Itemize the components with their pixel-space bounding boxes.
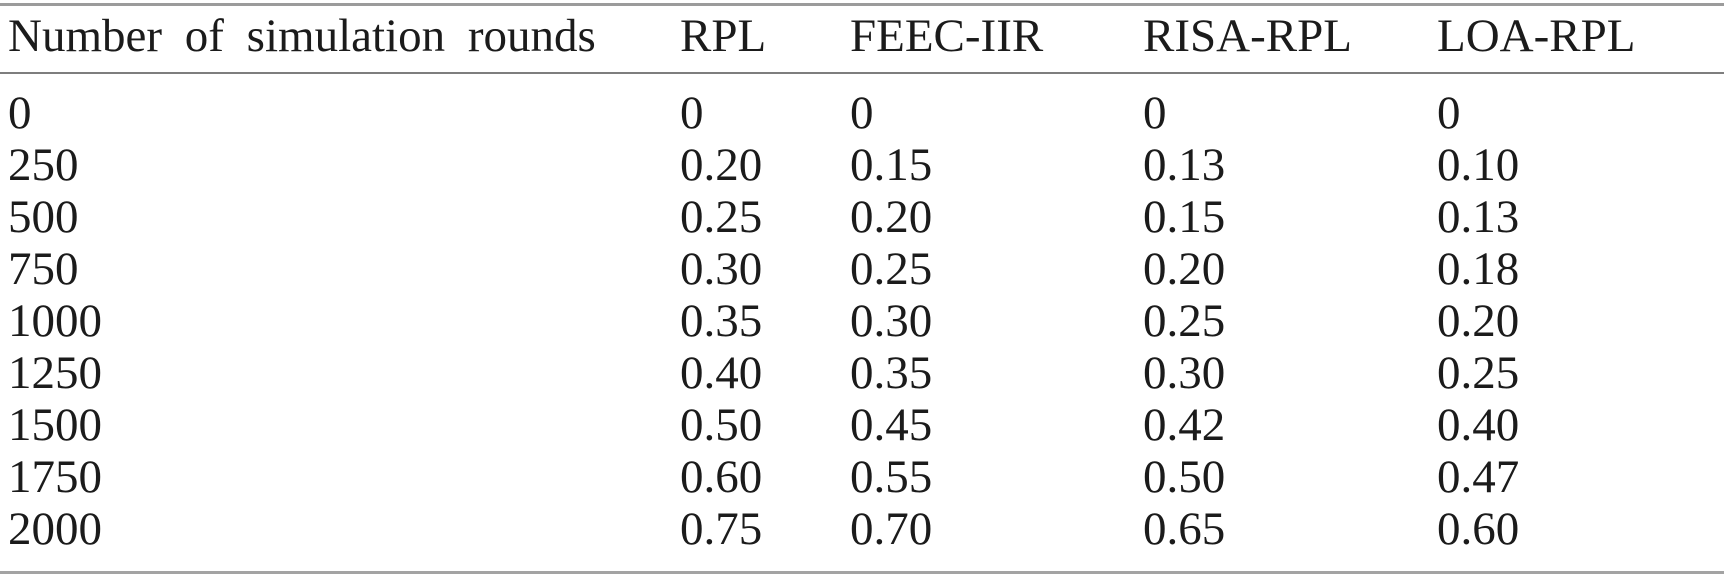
table-row: 1250 0.40 0.35 0.30 0.25 bbox=[0, 347, 1724, 399]
table-row: 1750 0.60 0.55 0.50 0.47 bbox=[0, 451, 1724, 503]
value-cell: 0 bbox=[1143, 86, 1167, 139]
value-cell: 0.30 bbox=[1143, 347, 1226, 399]
row-label-cell: 1250 bbox=[8, 347, 102, 399]
value-cell: 0.35 bbox=[850, 347, 933, 399]
table-row: 0 0 0 0 0 bbox=[0, 73, 1724, 139]
row-label-cell: 0 bbox=[8, 86, 32, 139]
table-row: 500 0.25 0.20 0.15 0.13 bbox=[0, 191, 1724, 243]
value-cell: 0.18 bbox=[1437, 243, 1520, 295]
value-cell: 0.75 bbox=[680, 503, 763, 555]
value-cell: 0.20 bbox=[680, 139, 763, 191]
results-table: Number of simulation rounds RPL FEEC-IIR… bbox=[0, 0, 1724, 555]
row-label-cell: 750 bbox=[8, 243, 79, 295]
row-label-cell: 1750 bbox=[8, 451, 102, 503]
value-cell: 0.20 bbox=[1437, 295, 1520, 347]
value-cell: 0.30 bbox=[850, 295, 933, 347]
value-cell: 0.50 bbox=[680, 399, 763, 451]
column-header-rounds: Number of simulation rounds bbox=[0, 0, 680, 74]
table-body: 0 0 0 0 0 250 0.20 0.15 0.13 0.10 500 0.25 0.20 0.15 0… bbox=[0, 73, 1724, 555]
value-cell: 0.25 bbox=[1143, 295, 1226, 347]
value-cell: 0.10 bbox=[1437, 139, 1520, 191]
column-header-loa-rpl: LOA-RPL bbox=[1437, 0, 1724, 74]
value-cell: 0.40 bbox=[1437, 399, 1520, 451]
value-cell: 0.50 bbox=[1143, 451, 1226, 503]
value-cell: 0.55 bbox=[850, 451, 933, 503]
column-header-risa-rpl: RISA-RPL bbox=[1143, 0, 1437, 74]
value-cell: 0 bbox=[850, 86, 874, 139]
value-cell: 0.25 bbox=[680, 191, 763, 243]
value-cell: 0.20 bbox=[850, 191, 933, 243]
value-cell: 0.65 bbox=[1143, 503, 1226, 555]
value-cell: 0.15 bbox=[850, 139, 933, 191]
row-label-cell: 1000 bbox=[8, 295, 102, 347]
row-label-cell: 2000 bbox=[8, 503, 102, 555]
value-cell: 0.25 bbox=[1437, 347, 1520, 399]
value-cell: 0.40 bbox=[680, 347, 763, 399]
table-row: 250 0.20 0.15 0.13 0.10 bbox=[0, 139, 1724, 191]
value-cell: 0.47 bbox=[1437, 451, 1520, 503]
table-row: 2000 0.75 0.70 0.65 0.60 bbox=[0, 503, 1724, 555]
table-row: 1500 0.50 0.45 0.42 0.40 bbox=[0, 399, 1724, 451]
value-cell: 0.20 bbox=[1143, 243, 1226, 295]
bottom-rule bbox=[0, 571, 1724, 574]
value-cell: 0.15 bbox=[1143, 191, 1226, 243]
value-cell: 0.70 bbox=[850, 503, 933, 555]
value-cell: 0 bbox=[680, 86, 704, 139]
value-cell: 0 bbox=[1437, 86, 1461, 139]
row-label-cell: 1500 bbox=[8, 399, 102, 451]
column-header-feec-iir: FEEC-IIR bbox=[850, 0, 1143, 74]
value-cell: 0.35 bbox=[680, 295, 763, 347]
row-label-cell: 250 bbox=[8, 139, 79, 191]
row-label-cell: 500 bbox=[8, 191, 79, 243]
value-cell: 0.13 bbox=[1143, 139, 1226, 191]
value-cell: 0.42 bbox=[1143, 399, 1226, 451]
value-cell: 0.45 bbox=[850, 399, 933, 451]
value-cell: 0.30 bbox=[680, 243, 763, 295]
value-cell: 0.13 bbox=[1437, 191, 1520, 243]
header-row: Number of simulation rounds RPL FEEC-IIR… bbox=[0, 0, 1724, 74]
value-cell: 0.25 bbox=[850, 243, 933, 295]
table-row: 1000 0.35 0.30 0.25 0.20 bbox=[0, 295, 1724, 347]
column-header-rpl: RPL bbox=[680, 0, 850, 74]
value-cell: 0.60 bbox=[680, 451, 763, 503]
table-row: 750 0.30 0.25 0.20 0.18 bbox=[0, 243, 1724, 295]
value-cell: 0.60 bbox=[1437, 503, 1520, 555]
